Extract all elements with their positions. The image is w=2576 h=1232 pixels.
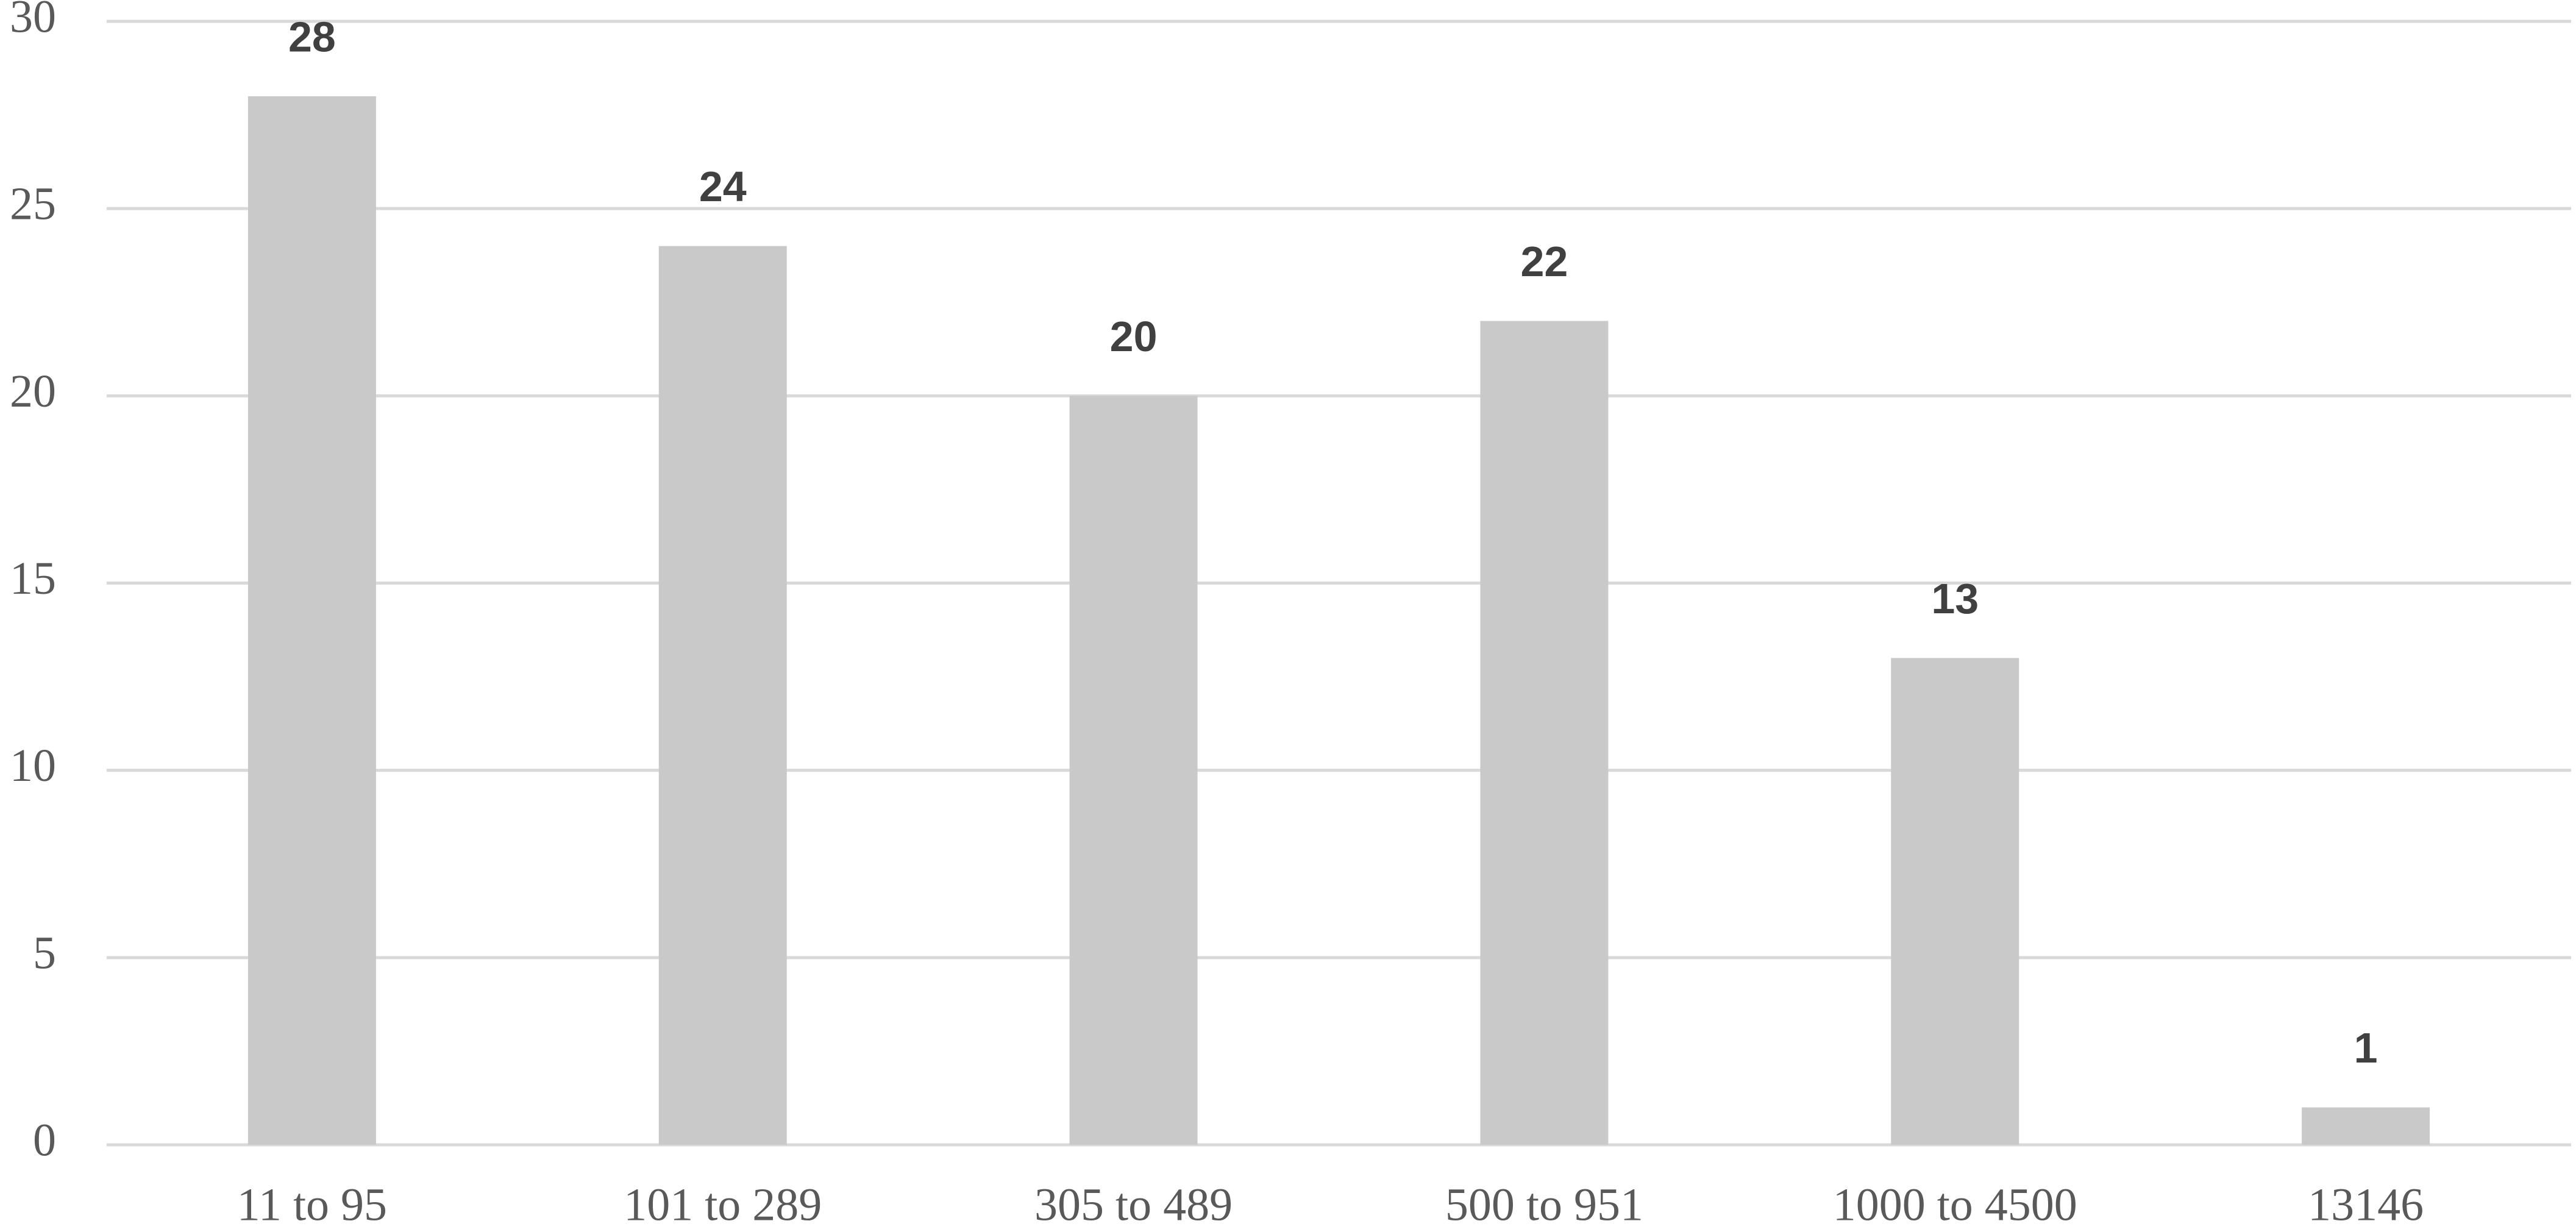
- x-tick-label: 1000 to 4500: [1833, 1179, 2077, 1230]
- data-label: 13: [1931, 575, 1979, 622]
- x-tick-label: 500 to 951: [1445, 1179, 1643, 1230]
- data-label: 1: [2354, 1024, 2378, 1072]
- x-tick-label: 101 to 289: [624, 1179, 822, 1230]
- y-tick-label: 5: [33, 927, 56, 978]
- y-tick-label: 25: [10, 179, 56, 230]
- y-tick-label: 15: [10, 553, 56, 604]
- data-label: 24: [699, 163, 747, 210]
- data-label: 20: [1110, 313, 1158, 360]
- bar: [1480, 321, 1609, 1145]
- bar: [2302, 1107, 2430, 1145]
- bar: [247, 96, 376, 1145]
- y-tick-label: 0: [33, 1114, 56, 1166]
- y-tick-label: 10: [10, 740, 56, 791]
- data-label: 22: [1520, 238, 1568, 285]
- y-tick-label: 20: [10, 366, 56, 417]
- bar: [1891, 658, 2019, 1145]
- bar: [1069, 396, 1198, 1145]
- x-tick-label: 305 to 489: [1034, 1179, 1233, 1230]
- data-label: 28: [288, 13, 336, 60]
- x-tick-label: 13146: [2308, 1179, 2424, 1230]
- y-tick-label: 30: [10, 0, 56, 42]
- bar: [658, 246, 787, 1145]
- x-tick-label: 11 to 95: [237, 1179, 387, 1230]
